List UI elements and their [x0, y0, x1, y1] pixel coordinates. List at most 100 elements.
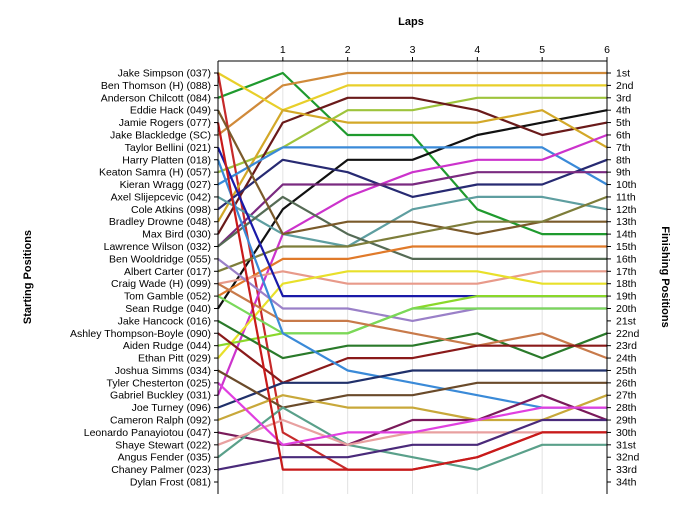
finishing-position-label: 13th	[616, 216, 637, 228]
x-tick-label: 1	[280, 44, 286, 56]
starting-position-label: Dylan Frost (081)	[130, 477, 211, 489]
finishing-position-label: 26th	[616, 377, 637, 389]
series-line-2	[217, 71, 607, 136]
starting-position-label: Tom Gamble (052)	[124, 291, 211, 303]
finishing-position-label: 7th	[616, 142, 631, 154]
starting-position-label: Shaye Stewart (022)	[115, 439, 211, 451]
starting-position-label: Cole Atkins (098)	[131, 204, 211, 216]
starting-position-label: Taylor Bellini (021)	[125, 142, 211, 154]
finishing-position-label: 24th	[616, 353, 637, 365]
finishing-position-label: 29th	[616, 415, 637, 427]
starting-position-label: Albert Carter (017)	[124, 266, 211, 278]
finishing-position-label: 4th	[616, 105, 631, 117]
x-tick-label: 4	[474, 44, 480, 56]
series-line-36	[216, 122, 607, 471]
starting-position-label: Max Bird (030)	[142, 229, 211, 241]
series-line-11	[217, 158, 608, 211]
finishing-position-label: 22nd	[616, 328, 640, 340]
finishing-position-label: 16th	[616, 253, 637, 265]
starting-position-label: Chaney Palmer (023)	[111, 464, 211, 476]
series-line-8	[217, 109, 608, 223]
x-tick-label: 2	[345, 44, 351, 56]
series-line-25	[217, 282, 608, 360]
starting-position-label: Jake Hancock (016)	[118, 315, 211, 327]
finishing-position-label: 9th	[616, 167, 631, 179]
finishing-position-label: 19th	[616, 291, 637, 303]
finishing-position-label: 27th	[616, 390, 637, 402]
finishing-position-label: 8th	[616, 154, 631, 166]
starting-position-label: Ashley Thompson-Boyle (090)	[70, 328, 211, 340]
finishing-position-label: 23rd	[616, 340, 637, 352]
starting-position-label: Jake Simpson (037)	[118, 68, 211, 80]
finishing-position-label: 10th	[616, 179, 637, 191]
finishing-position-label: 15th	[616, 241, 637, 253]
series-line-32	[217, 406, 607, 471]
x-axis-title: Laps	[398, 16, 424, 28]
starting-position-label: Lawrence Wilson (032)	[104, 241, 211, 253]
left-axis-title: Starting Positions	[22, 230, 34, 324]
finishing-position-label: 18th	[616, 278, 637, 290]
starting-position-label: Tyler Chesterton (025)	[107, 377, 211, 389]
starting-position-label: Ben Thomson (H) (088)	[101, 80, 211, 92]
finishing-position-label: 2nd	[616, 80, 634, 92]
x-tick-label: 5	[539, 44, 545, 56]
finishing-position-label: 17th	[616, 266, 637, 278]
starting-position-labels: Jake Simpson (037)Ben Thomson (H) (088)A…	[70, 68, 211, 489]
finishing-position-label: 3rd	[616, 92, 631, 104]
finishing-position-label: 12th	[616, 204, 637, 216]
starting-position-label: Jake Blackledge (SC)	[110, 129, 211, 141]
series-line-5	[217, 109, 608, 310]
starting-position-label: Ethan Pitt (029)	[138, 353, 211, 365]
starting-position-label: Gabriel Buckley (031)	[110, 390, 211, 402]
series-line-28	[217, 369, 607, 409]
finishing-position-label: 20th	[616, 303, 637, 315]
starting-position-label: Ben Wooldridge (055)	[109, 253, 211, 265]
starting-position-label: Craig Wade (H) (099)	[111, 278, 211, 290]
series-line-16	[217, 195, 608, 273]
finishing-position-label: 32nd	[616, 452, 640, 464]
series-line-24	[217, 319, 608, 360]
series-line-34	[217, 382, 607, 446]
x-tick-labels: 1 2 3 4 5 6	[280, 44, 610, 56]
finishing-position-label: 33rd	[616, 464, 637, 476]
finishing-position-label: 31st	[616, 439, 636, 451]
starting-position-label: Joe Turney (096)	[132, 402, 211, 414]
starting-position-label: Kieran Wragg (027)	[120, 179, 211, 191]
finishing-position-label: 6th	[616, 129, 631, 141]
finishing-position-label: 11th	[616, 191, 636, 203]
starting-position-label: Sean Rudge (040)	[125, 303, 211, 315]
starting-position-label: Bradley Drowne (048)	[109, 216, 211, 228]
starting-position-label: Joshua Simms (034)	[115, 365, 211, 377]
series-lines	[216, 71, 608, 471]
series-line-14	[217, 195, 607, 260]
series-line-17	[217, 245, 607, 298]
finishing-position-label: 1st	[616, 68, 630, 80]
finishing-position-labels: 1st2nd3rd4th5th6th7th8th9th10th11th12th1…	[616, 68, 640, 489]
series-line-7	[217, 96, 608, 235]
grid	[282, 61, 608, 494]
plot-frame	[214, 57, 611, 494]
finishing-position-label: 34th	[616, 477, 637, 489]
series-line-9	[217, 146, 608, 186]
finishing-position-label: 21st	[616, 315, 636, 327]
starting-position-label: Keaton Samra (H) (057)	[99, 167, 211, 179]
starting-position-label: Harry Platten (018)	[122, 154, 211, 166]
starting-position-label: Leonardo Panayiotou (047)	[84, 427, 211, 439]
starting-position-label: Angus Fender (035)	[118, 452, 211, 464]
right-axis-title: Finishing Positions	[659, 226, 671, 327]
starting-position-label: Aiden Rudge (044)	[123, 340, 211, 352]
finishing-position-label: 25th	[616, 365, 637, 377]
starting-position-label: Jamie Rogers (077)	[119, 117, 211, 129]
starting-position-label: Eddie Hack (049)	[130, 105, 211, 117]
series-line-19	[217, 270, 607, 359]
starting-position-label: Cameron Ralph (092)	[110, 415, 211, 427]
finishing-position-label: 14th	[616, 229, 637, 241]
series-line-18	[217, 270, 607, 285]
series-line-35	[217, 418, 607, 471]
finishing-position-label: 28th	[616, 402, 637, 414]
starting-position-label: Axel Slijepcevic (042)	[111, 191, 211, 203]
starting-position-label: Anderson Chilcott (084)	[101, 92, 211, 104]
finishing-position-label: 5th	[616, 117, 631, 129]
series-line-1	[217, 71, 607, 236]
